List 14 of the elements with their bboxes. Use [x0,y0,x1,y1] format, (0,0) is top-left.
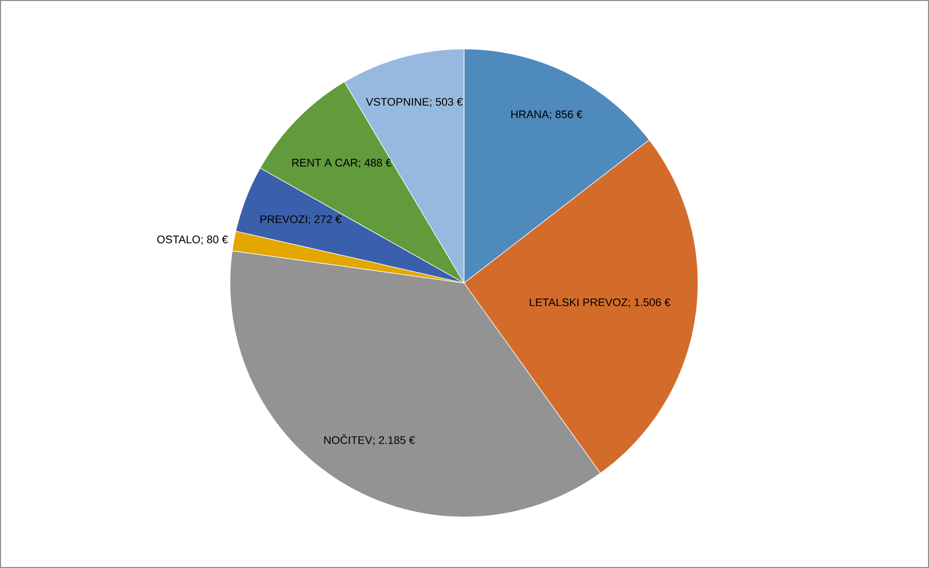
data-label: ; 2.185 € [373,436,415,446]
data-label: ; 272 € [308,215,342,224]
slice-label: NOČITEV [324,434,372,444]
data-label: ; 503 € [430,98,463,108]
slice-label: PREVOZI [260,215,307,224]
data-label: ; 856 € [550,110,582,120]
slice-label: OSTALO [157,236,200,244]
slice-label: LETALSKI PREVOZ [530,298,628,306]
data-label: ; 80 € [201,236,228,245]
data-label: ; 1.506 € [628,298,670,308]
slice-label: HRANA [511,110,549,118]
slice-label: RENT A CAR [292,158,358,167]
slice-label: VSTOPNINE [366,98,429,106]
data-label: ; 488 € [359,158,392,168]
